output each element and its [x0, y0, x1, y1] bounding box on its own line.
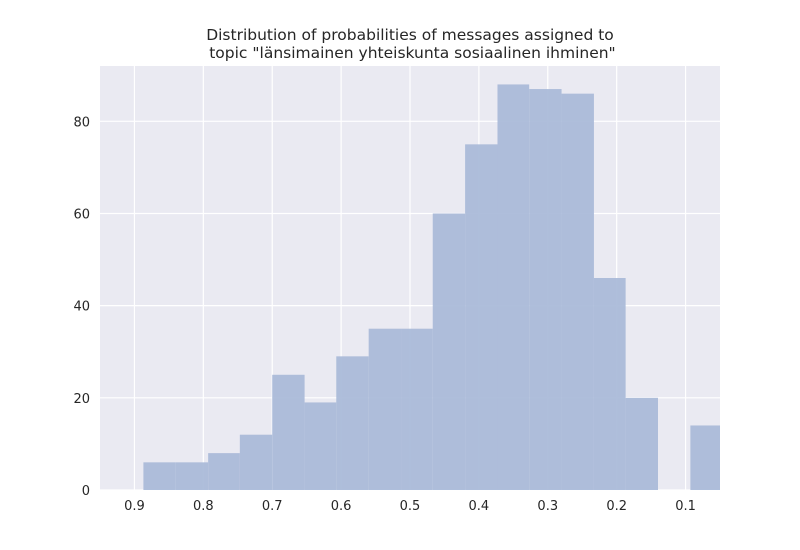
x-tick-label: 0.2	[606, 499, 627, 514]
histogram-bar	[529, 89, 562, 490]
x-axis-tick-labels: 0.9 0.8 0.7 0.6 0.5 0.4 0.3 0.2 0.1	[124, 499, 696, 514]
y-tick-label: 20	[73, 392, 90, 407]
histogram-bar	[208, 453, 240, 490]
histogram-bar	[561, 93, 594, 491]
histogram-bar	[175, 462, 209, 490]
x-tick-label: 0.6	[331, 499, 352, 514]
x-tick-label: 0.1	[675, 499, 696, 514]
histogram-bar	[368, 328, 402, 490]
histogram-bar	[465, 144, 498, 490]
histogram-bar	[304, 402, 337, 490]
x-tick-label: 0.5	[400, 499, 421, 514]
histogram-bar	[690, 425, 720, 490]
histogram-bar	[497, 84, 530, 490]
histogram-bar	[143, 462, 176, 490]
x-tick-label: 0.3	[537, 499, 558, 514]
histogram-bar	[625, 397, 658, 490]
x-tick-label: 0.9	[124, 499, 145, 514]
x-tick-label: 0.4	[469, 499, 490, 514]
y-tick-label: 0	[82, 484, 90, 499]
y-tick-label: 80	[73, 115, 90, 130]
y-tick-label: 60	[73, 207, 90, 222]
x-tick-label: 0.8	[193, 499, 214, 514]
histogram-bar	[432, 213, 466, 490]
histogram-bar	[272, 374, 305, 490]
histogram-bar	[401, 328, 433, 490]
histogram-bars	[143, 84, 720, 491]
chart-title-line-2: topic "länsimainen yhteiskunta sosiaalin…	[204, 44, 615, 62]
y-tick-label: 40	[73, 300, 90, 315]
y-axis-tick-labels: 0 20 40 60 80	[73, 115, 90, 499]
histogram-bar	[593, 278, 626, 490]
chart-title-line-1: Distribution of probabilities of message…	[206, 26, 614, 44]
histogram-bar	[336, 356, 369, 490]
histogram-bar	[239, 434, 273, 490]
x-tick-label: 0.7	[262, 499, 283, 514]
